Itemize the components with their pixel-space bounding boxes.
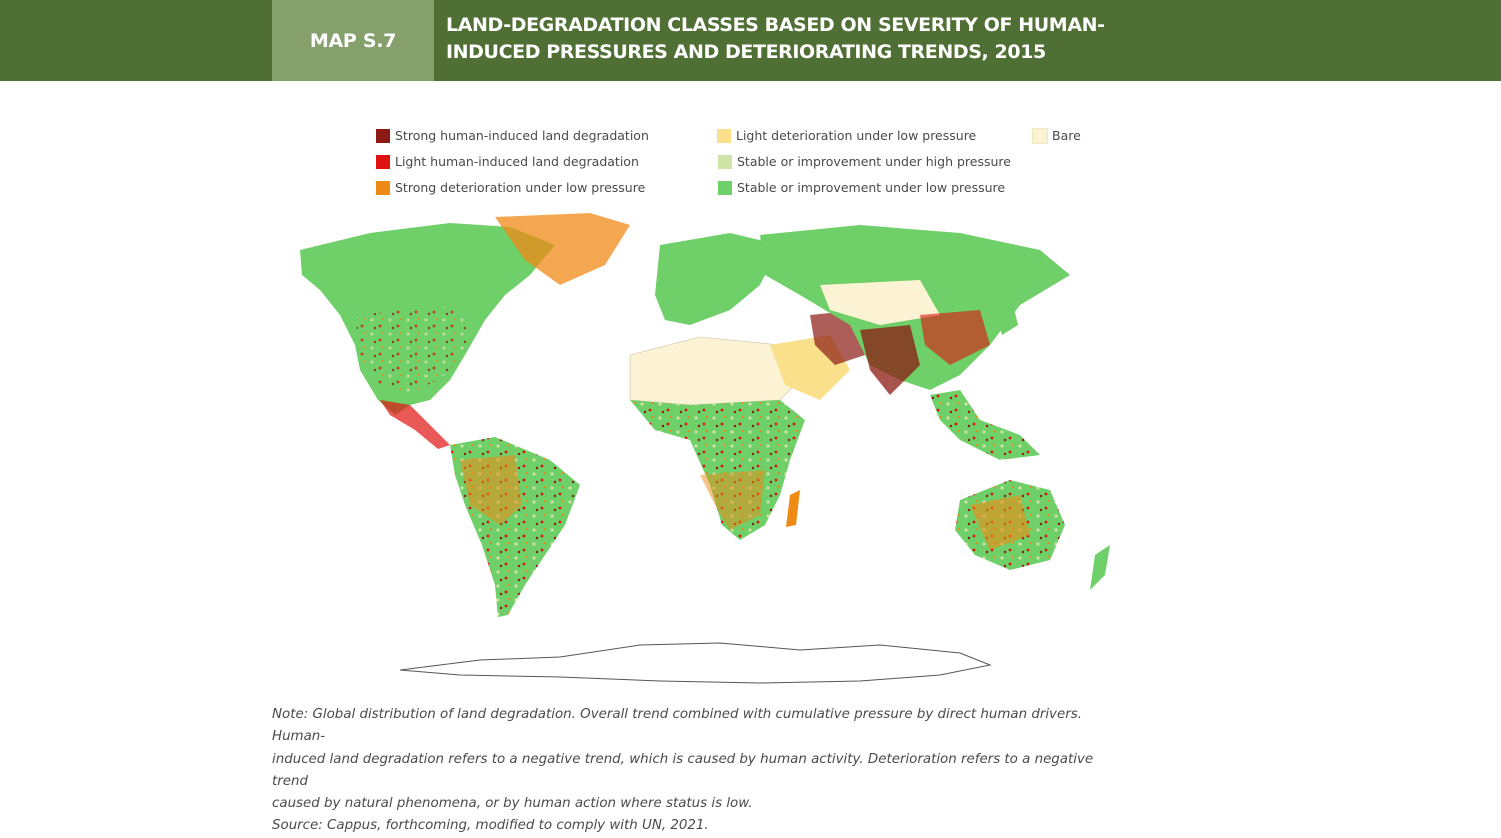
map-note: Note: Global distribution of land degrad…: [272, 704, 1132, 838]
legend-item-light-human: Light human-induced land degradation: [376, 154, 639, 169]
map-title-line-2: INDUCED PRESSURES AND DETERIORATING TREN…: [446, 41, 1046, 63]
continent-europe: [655, 233, 780, 325]
legend-item-stable-low: Stable or improvement under low pressure: [718, 180, 1005, 195]
region-sahara-bare: [629, 336, 801, 406]
legend-swatch: [1032, 127, 1048, 144]
note-line-3: caused by natural phenomena, or by human…: [272, 796, 753, 812]
region-australia-deterioration: [970, 495, 1030, 550]
legend-swatch: [376, 128, 390, 143]
legend-item-bare: Bare: [1032, 127, 1081, 144]
note-line-2: induced land degradation refers to a neg…: [272, 751, 1094, 789]
legend-label: Stable or improvement under high pressur…: [737, 154, 1011, 169]
region-south-asia-degradation: [860, 325, 920, 395]
region-africa-degradation: [700, 470, 765, 530]
legend-label: Light deterioration under low pressure: [736, 128, 977, 143]
legend-item-light-deterioration: Light deterioration under low pressure: [717, 128, 976, 143]
legend-label: Light human-induced land degradation: [395, 154, 639, 169]
landmass-greenland: [495, 213, 630, 285]
legend-label: Strong human-induced land degradation: [395, 128, 649, 143]
region-south-america-degradation: [460, 455, 522, 525]
continent-africa-south: [630, 400, 805, 540]
region-southeast-asia: [930, 390, 1040, 460]
legend-swatch: [718, 154, 732, 169]
landmass-new-zealand: [1090, 545, 1110, 590]
legend-swatch: [717, 128, 731, 143]
legend-swatch: [718, 180, 732, 195]
world-land-degradation-map: [300, 213, 1110, 684]
map-legend: Strong human-induced land degradation Li…: [376, 127, 1096, 208]
legend-item-stable-high: Stable or improvement under high pressur…: [718, 154, 1011, 169]
landmass-madagascar: [786, 490, 800, 527]
region-central-asia-bare: [820, 280, 940, 325]
region-north-america-degradation: [355, 305, 470, 395]
legend-swatch: [376, 180, 390, 195]
antarctica-outline: [399, 642, 992, 684]
legend-item-strong-deterioration: Strong deterioration under low pressure: [376, 180, 645, 195]
legend-swatch: [376, 154, 390, 169]
note-line-1: Note: Global distribution of land degrad…: [272, 707, 1082, 745]
legend-item-strong-human: Strong human-induced land degradation: [376, 128, 649, 143]
legend-label: Strong deterioration under low pressure: [395, 180, 646, 195]
legend-label: Bare: [1052, 128, 1081, 143]
header-banner: MAP S.7 LAND-DEGRADATION CLASSES BASED O…: [0, 0, 1501, 81]
map-number-badge: MAP S.7: [272, 0, 434, 81]
map-title-line-1: LAND-DEGRADATION CLASSES BASED ON SEVERI…: [446, 14, 1105, 36]
region-central-america: [380, 400, 450, 449]
map-title: LAND-DEGRADATION CLASSES BASED ON SEVERI…: [446, 12, 1146, 66]
landmass-japan: [995, 300, 1018, 335]
region-east-asia-degradation: [920, 310, 990, 365]
legend-label: Stable or improvement under low pressure: [737, 180, 1006, 195]
